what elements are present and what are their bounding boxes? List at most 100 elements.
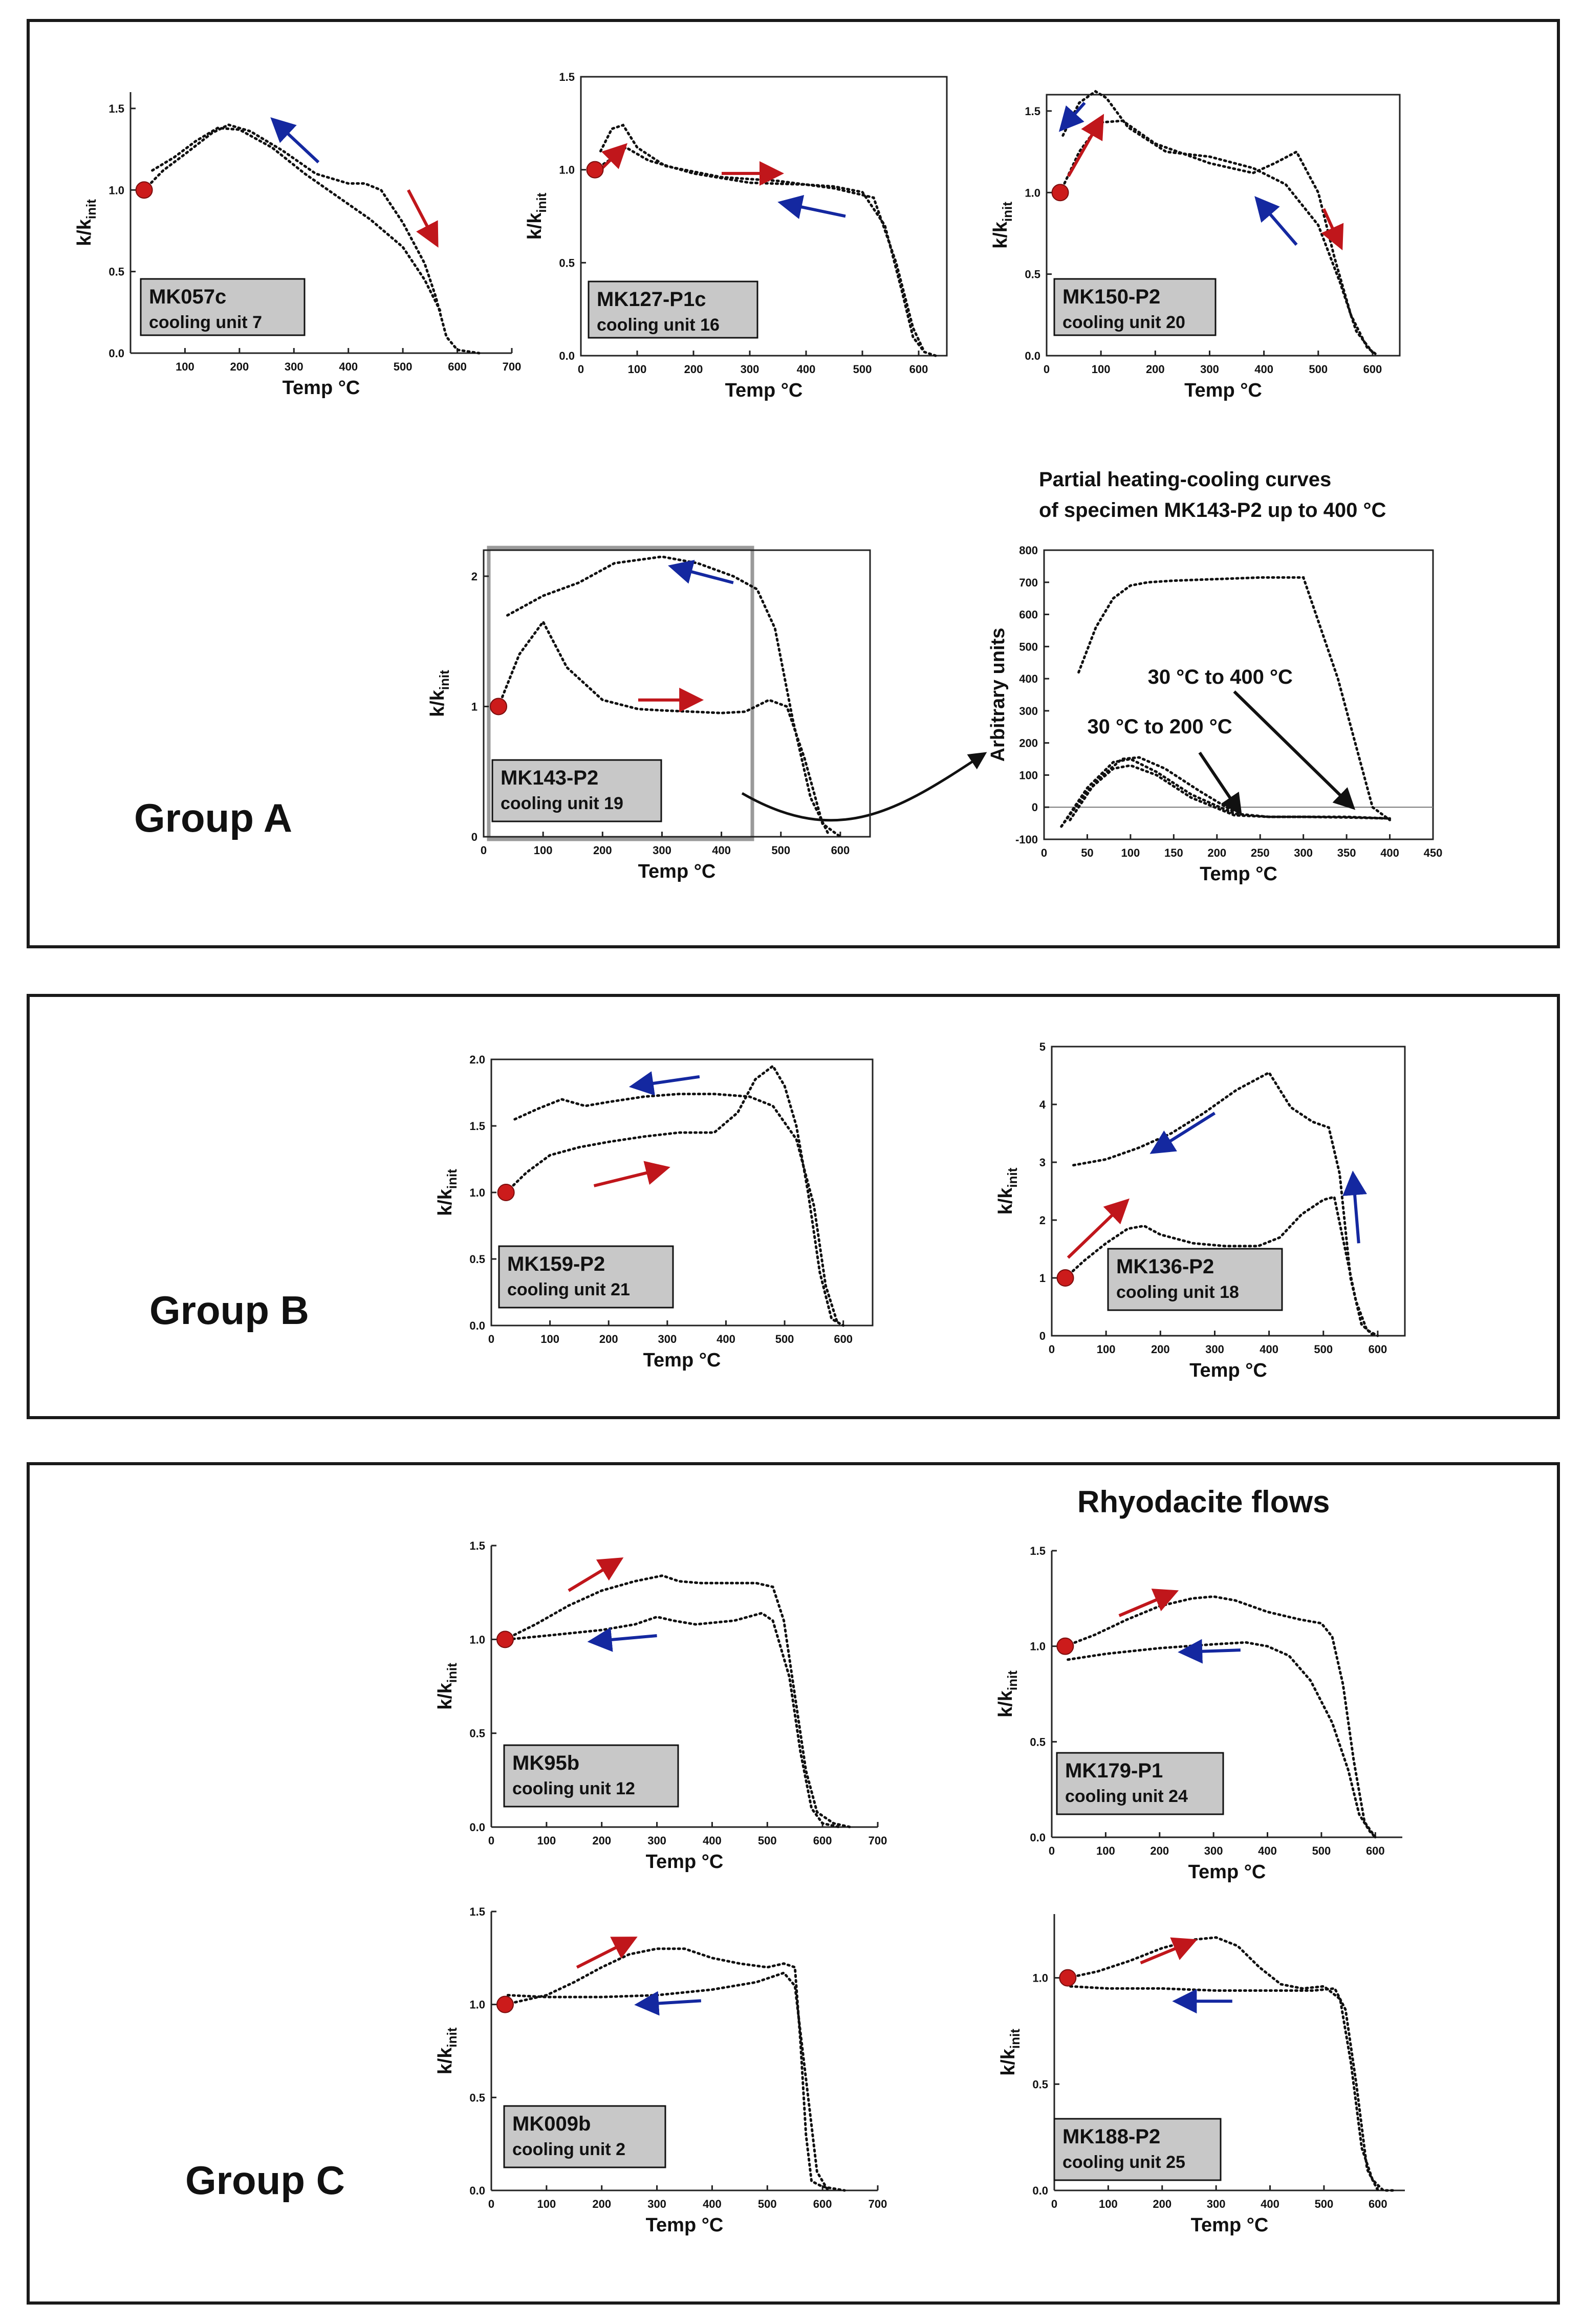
x-tick-label: 100 — [1097, 1343, 1116, 1356]
y-tick-label: 100 — [1019, 769, 1038, 781]
y-tick-label: 2.0 — [469, 1053, 485, 1066]
y-axis-label-sub: init — [444, 1663, 460, 1683]
series-line-2 — [1067, 1641, 1377, 1839]
series-line-1 — [594, 146, 937, 357]
zoom-region-box — [487, 546, 754, 841]
x-tick-label: 300 — [658, 1333, 677, 1345]
cooling-unit-label: cooling unit 25 — [1062, 2153, 1185, 2172]
x-tick-label: 200 — [592, 2198, 611, 2210]
x-tick-label: 0 — [1041, 846, 1047, 859]
y-tick-label: 1.0 — [109, 184, 124, 197]
start-point-dot — [1056, 1637, 1074, 1655]
sample-name: MK127-P1c — [597, 288, 706, 311]
x-tick-label: 300 — [1294, 846, 1313, 859]
y-axis-label-sub: init — [444, 2027, 460, 2047]
series-line-1 — [504, 1574, 852, 1829]
x-tick-label: 0 — [578, 363, 584, 376]
start-point-dot — [1056, 1269, 1074, 1287]
sample-name: MK143-P2 — [501, 767, 598, 789]
cooling-unit-label: cooling unit 18 — [1116, 1283, 1239, 1302]
series-line-3 — [1060, 764, 1392, 828]
cooling-unit-label: cooling unit 20 — [1062, 313, 1185, 332]
x-tick-label: 200 — [684, 363, 703, 376]
y-axis-label-sub: init — [437, 670, 452, 690]
x-tick-label: 400 — [717, 1333, 735, 1345]
x-tick-label: 400 — [1254, 363, 1273, 376]
y-tick-label: 1.5 — [469, 1539, 485, 1552]
x-tick-label: 500 — [771, 844, 790, 857]
x-tick-label: 400 — [1380, 846, 1399, 859]
series-line-1 — [504, 1947, 846, 2192]
x-tick-label: 250 — [1251, 846, 1270, 859]
x-axis-label: Temp °C — [725, 380, 803, 401]
x-tick-label: 100 — [1099, 2198, 1118, 2210]
x-axis-label: Temp °C — [643, 1350, 721, 1371]
start-point-dot — [497, 1184, 515, 1201]
y-tick-label: 2 — [1039, 1214, 1046, 1227]
x-tick-label: 200 — [599, 1333, 618, 1345]
heating-arrow — [407, 189, 439, 248]
x-axis-label: Temp °C — [1188, 1861, 1266, 1883]
x-tick-label: 500 — [758, 1834, 777, 1847]
heating-arrow — [1118, 1589, 1179, 1617]
y-axis-label: k/kinit — [435, 2027, 460, 2074]
y-axis-label-sub: init — [1005, 1670, 1020, 1690]
y-tick-label: 0 — [1039, 1330, 1046, 1342]
plot-frame — [580, 76, 948, 357]
y-axis-label-sub: init — [1007, 2029, 1023, 2049]
y-tick-label: 0.5 — [469, 1727, 485, 1740]
y-tick-label: 0 — [471, 831, 478, 843]
series-line-2 — [1061, 90, 1374, 354]
x-tick-label: 700 — [869, 2198, 887, 2210]
sample-name: MK150-P2 — [1062, 286, 1160, 308]
sample-name: MK009b — [512, 2113, 591, 2135]
sample-label-box — [1107, 1248, 1283, 1311]
series-line-2 — [513, 1093, 839, 1324]
y-tick-label: 1.0 — [469, 1186, 485, 1199]
group-c-panel — [27, 1462, 1560, 2305]
series-line-2 — [151, 126, 443, 314]
x-axis-label: Temp °C — [1200, 863, 1277, 885]
chart-mk188: 0 100 200 300 400 500 600 0.0 0.5 1.0 Temp °C k/kin… — [997, 1914, 1405, 2236]
y-tick-label: 1 — [1039, 1272, 1046, 1285]
y-tick-label: 0.0 — [1030, 1831, 1046, 1844]
x-tick-label: 0 — [488, 2198, 494, 2210]
y-tick-label: 1.5 — [469, 1120, 485, 1133]
x-tick-label: 0 — [481, 844, 487, 857]
heating-arrow — [593, 1161, 670, 1187]
x-tick-label: 400 — [797, 363, 816, 376]
x-tick-label: 600 — [1363, 363, 1382, 376]
y-tick-label: 0.0 — [559, 350, 575, 362]
series-line-2 — [1060, 757, 1392, 828]
series-line-1 — [1066, 1936, 1396, 2192]
rhyodacite-title: Rhyodacite flows — [1077, 1485, 1330, 1519]
chart-mk95: 0 100 200 300 400 500 600 700 0.0 0.5 1.0 1.5 Temp °… — [435, 1539, 887, 1873]
heating-arrow — [1321, 208, 1344, 251]
y-tick-label: 1.0 — [1030, 1640, 1046, 1653]
x-tick-label: 500 — [1314, 1343, 1333, 1356]
annotation-200-arrow — [1198, 751, 1242, 816]
y-tick-label: 0.0 — [469, 1319, 485, 1332]
sample-name: MK179-P1 — [1065, 1760, 1163, 1782]
x-tick-label: 200 — [593, 844, 612, 857]
x-tick-label: 300 — [285, 360, 303, 373]
x-tick-label: 50 — [1081, 846, 1093, 859]
heating-arrow — [568, 1557, 624, 1592]
cooling-arrow — [1178, 1639, 1241, 1664]
sample-name: MK159-P2 — [507, 1253, 605, 1275]
x-tick-label: 100 — [540, 1333, 559, 1345]
x-tick-label: 600 — [1369, 1343, 1387, 1356]
sample-label-box — [498, 1245, 674, 1309]
heating-arrow — [599, 143, 628, 171]
x-tick-label: 200 — [1150, 1844, 1169, 1857]
series-line-4 — [1069, 756, 1236, 821]
x-tick-label: 600 — [813, 1834, 832, 1847]
x-axis-label: Temp °C — [1184, 380, 1262, 401]
sample-label-box — [503, 2105, 666, 2168]
x-tick-label: 100 — [1096, 1844, 1115, 1857]
sample-label-box — [1053, 278, 1217, 336]
y-tick-label: 0.5 — [469, 1253, 485, 1266]
